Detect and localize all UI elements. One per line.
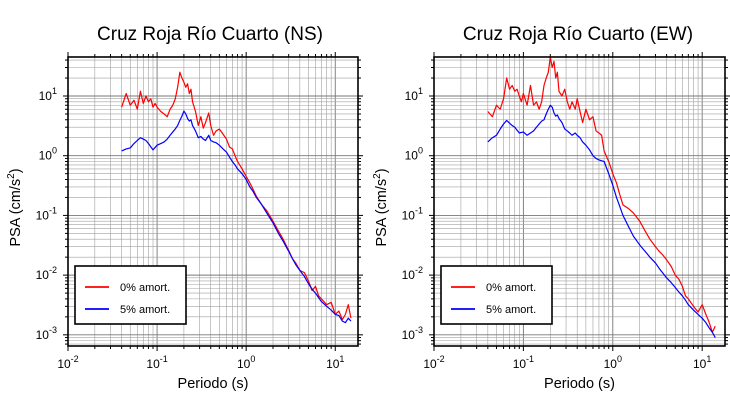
chart-title: Cruz Roja Río Cuarto (EW) — [463, 24, 693, 45]
legend-label: 0% amort. — [120, 282, 170, 294]
plot-frame — [67, 56, 359, 347]
x-tick-label: 10-2 — [423, 354, 444, 371]
legend-box — [440, 265, 553, 325]
y-tick-label: 10-1 — [402, 205, 423, 222]
y-tick-label: 100 — [39, 146, 57, 163]
x-tick-label: 100 — [237, 354, 255, 371]
x-tick-label: 101 — [693, 354, 711, 371]
y-axis-label: PSA (cm/s2) — [6, 168, 24, 246]
x-tick-label: 100 — [604, 354, 622, 371]
legend-label: 0% amort. — [486, 282, 536, 294]
x-tick-label: 101 — [326, 354, 344, 371]
legend-label: 5% amort. — [486, 304, 536, 316]
x-axis-label: Periodo (s) — [544, 376, 615, 392]
plot-frame — [433, 56, 726, 347]
tick-marks — [429, 52, 730, 351]
x-tick-label: 10-1 — [146, 354, 167, 371]
legend: 0% amort. 5% amort. — [440, 265, 553, 325]
x-tick-label: 10-1 — [513, 354, 534, 371]
y-tick-label: 101 — [39, 86, 57, 103]
series-line-damped — [487, 104, 716, 338]
y-tick-label: 10-3 — [36, 325, 57, 342]
tick-marks — [63, 52, 363, 351]
y-tick-label: 10-2 — [402, 265, 423, 282]
series-line-undamped — [121, 71, 352, 321]
y-tick-label: 10-1 — [36, 205, 57, 222]
series-line-damped — [121, 110, 352, 324]
legend: 0% amort. 5% amort. — [74, 265, 187, 325]
chart-title: Cruz Roja Río Cuarto (NS) — [97, 24, 323, 45]
y-axis-label: PSA (cm/s2) — [372, 168, 390, 246]
y-tick-label: 101 — [405, 86, 423, 103]
y-tick-label: 10-3 — [402, 325, 423, 342]
x-tick-label: 10-2 — [57, 354, 78, 371]
legend-label: 5% amort. — [120, 304, 170, 316]
legend-box — [74, 265, 187, 325]
y-tick-label: 100 — [405, 146, 423, 163]
series-line-undamped — [487, 56, 716, 333]
x-axis-label: Periodo (s) — [178, 376, 249, 392]
y-tick-label: 10-2 — [36, 265, 57, 282]
